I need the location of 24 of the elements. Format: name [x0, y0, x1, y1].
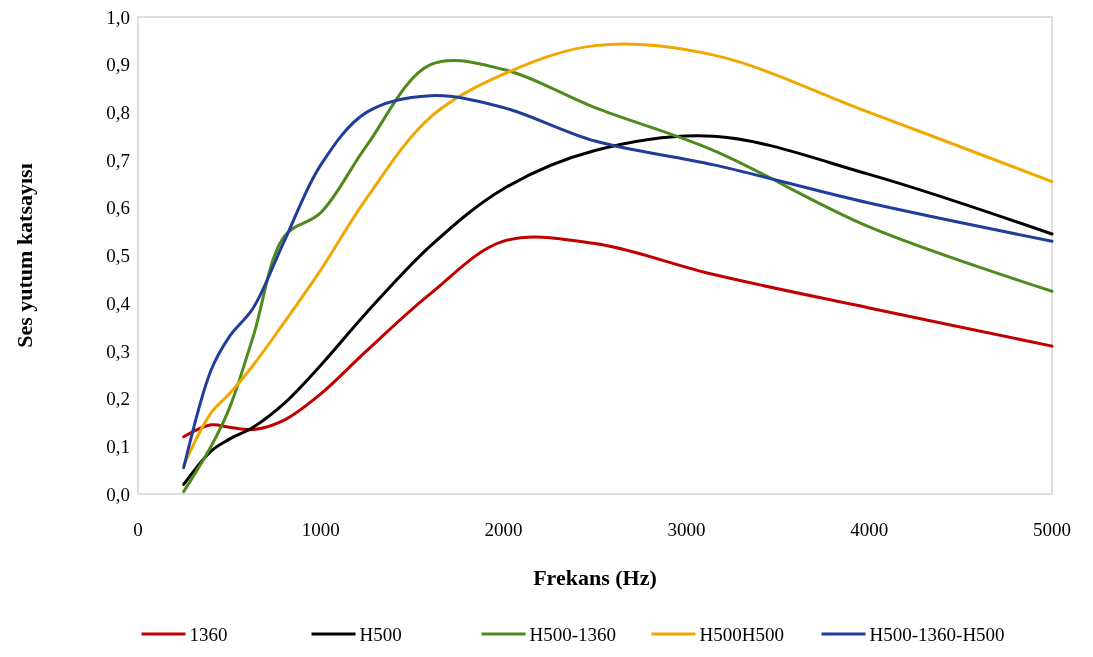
legend-label: H500 [359, 623, 402, 645]
legend-label: H500H500 [699, 623, 784, 645]
x-tick-label: 1000 [301, 519, 340, 540]
x-tick-label: 2000 [484, 519, 523, 540]
y-tick-label: 0,7 [106, 149, 130, 171]
y-tick-label: 0,4 [106, 292, 131, 314]
y-tick-label: 0,2 [106, 388, 130, 410]
y-tick-label: 0,1 [106, 435, 130, 457]
y-axis-title: Ses yutum katsayısı [12, 163, 37, 348]
y-tick-label: 0,5 [106, 245, 130, 267]
y-tick-label: 1,0 [106, 6, 130, 28]
x-tick-label: 4000 [850, 519, 889, 540]
legend-label: H500-1360-H500 [869, 623, 1005, 645]
x-tick-label: 3000 [667, 519, 706, 540]
y-tick-label: 0,9 [106, 54, 130, 76]
y-tick-label: 0,0 [106, 483, 130, 505]
y-tick-label: 0,8 [106, 102, 130, 124]
y-tick-label: 0,3 [106, 340, 130, 362]
y-tick-label: 0,6 [106, 197, 130, 219]
x-tick-label: 5000 [1033, 519, 1071, 540]
x-axis-title: Frekans (Hz) [533, 565, 657, 590]
legend-label: 1360 [189, 623, 228, 645]
legend-label: H500-1360 [529, 623, 617, 645]
x-tick-label: 0 [133, 519, 143, 540]
